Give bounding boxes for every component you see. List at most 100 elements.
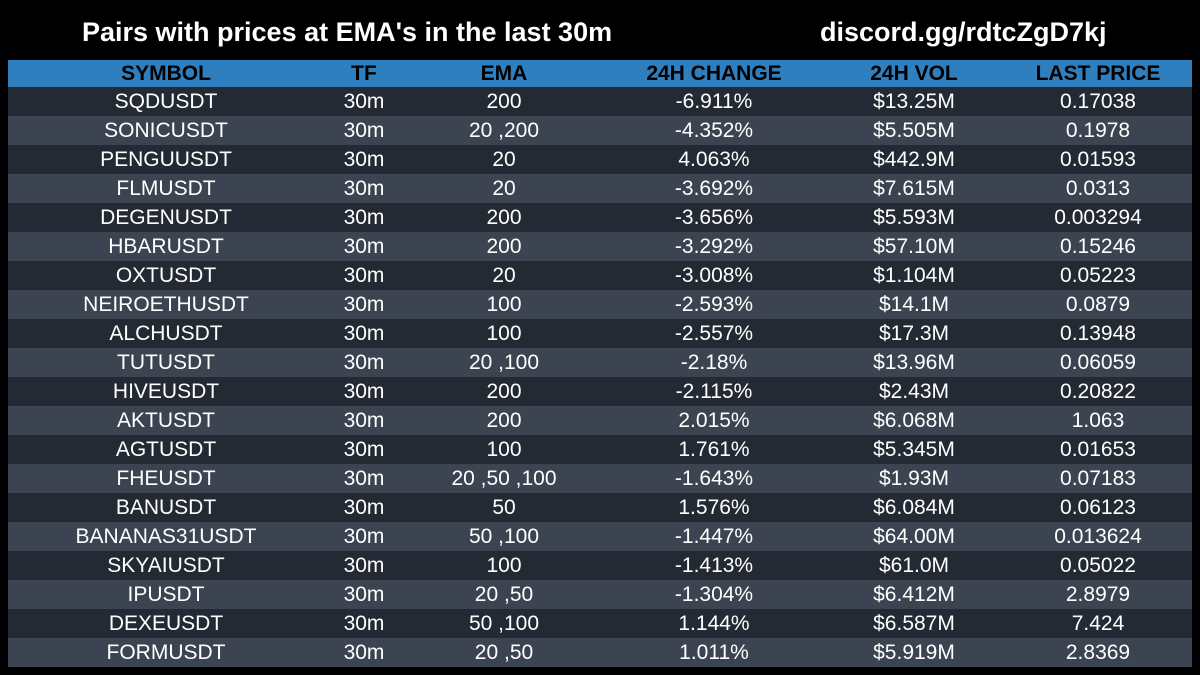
ema-cell: 200 xyxy=(486,409,522,432)
tf-cell: 30m xyxy=(343,438,385,461)
symbol-cell: AGTUSDT xyxy=(115,438,217,461)
table-body: SQDUSDT 30m 200 -6.911% $13.25M 0.17038 SONICU… xyxy=(8,87,1192,667)
ema-cell: 20 ,200 xyxy=(468,119,540,142)
symbol-cell: TUTUSDT xyxy=(117,351,215,374)
page-header: Pairs with prices at EMA's in the last 3… xyxy=(0,0,1200,60)
ema-cell: 200 xyxy=(486,235,522,258)
table-row[interactable]: IPUSDT 30m 20 ,50 -1.304% $6.412M 2.8979 xyxy=(8,580,1192,609)
volume-cell: $13.96M xyxy=(873,351,955,374)
tf-cell: 30m xyxy=(343,293,385,316)
change-cell: -3.656% xyxy=(674,206,754,229)
symbol-cell: FORMUSDT xyxy=(106,641,226,664)
price-cell: 0.0879 xyxy=(1065,293,1131,316)
change-cell: 1.761% xyxy=(678,438,750,461)
volume-cell: $5.593M xyxy=(873,206,955,229)
symbol-cell: DEXEUSDT xyxy=(108,612,224,635)
table-row[interactable]: FORMUSDT 30m 20 ,50 1.011% $5.919M 2.8369 xyxy=(8,638,1192,667)
ema-cell: 20 ,50 ,100 xyxy=(451,467,557,490)
tf-cell: 30m xyxy=(343,409,385,432)
change-cell: -2.18% xyxy=(680,351,748,374)
volume-cell: $13.25M xyxy=(873,90,955,113)
table-row[interactable]: SONICUSDT 30m 20 ,200 -4.352% $5.505M 0.1978 xyxy=(8,116,1192,145)
volume-cell: $5.919M xyxy=(873,641,955,664)
price-cell: 0.01593 xyxy=(1060,148,1136,171)
tf-cell: 30m xyxy=(343,264,385,287)
table-row[interactable]: SKYAIUSDT 30m 100 -1.413% $61.0M 0.05022 xyxy=(8,551,1192,580)
ema-cell: 200 xyxy=(486,380,522,403)
volume-cell: $6.084M xyxy=(873,496,955,519)
table-row[interactable]: NEIROETHUSDT 30m 100 -2.593% $14.1M 0.0879 xyxy=(8,290,1192,319)
tf-cell: 30m xyxy=(343,554,385,577)
symbol-cell: DEGENUSDT xyxy=(100,206,232,229)
tf-cell: 30m xyxy=(343,351,385,374)
page-title: Pairs with prices at EMA's in the last 3… xyxy=(82,17,613,47)
ema-cell: 50 xyxy=(492,496,516,519)
change-cell: -2.115% xyxy=(675,380,753,403)
table-row[interactable]: SQDUSDT 30m 200 -6.911% $13.25M 0.17038 xyxy=(8,87,1192,116)
table-row[interactable]: HIVEUSDT 30m 200 -2.115% $2.43M 0.20822 xyxy=(8,377,1192,406)
table-row[interactable]: AGTUSDT 30m 100 1.761% $5.345M 0.01653 xyxy=(8,435,1192,464)
volume-cell: $2.43M xyxy=(878,380,950,403)
column-header-ema[interactable]: EMA xyxy=(480,62,528,85)
change-cell: -1.643% xyxy=(674,467,754,490)
table-row[interactable]: FHEUSDT 30m 20 ,50 ,100 -1.643% $1.93M 0.0718… xyxy=(8,464,1192,493)
table-row[interactable]: BANANAS31USDT 30m 50 ,100 -1.447% $64.00M 0.0… xyxy=(8,522,1192,551)
change-cell: -6.911% xyxy=(675,90,753,113)
volume-cell: $6.068M xyxy=(873,409,955,432)
ema-cell: 20 xyxy=(492,264,516,287)
table-row[interactable]: BANUSDT 30m 50 1.576% $6.084M 0.06123 xyxy=(8,493,1192,522)
ema-cell: 50 ,100 xyxy=(468,525,540,548)
column-header-last-price[interactable]: LAST PRICE xyxy=(1035,62,1161,85)
ema-cell: 20 xyxy=(492,177,516,200)
volume-cell: $5.505M xyxy=(873,119,955,142)
table-row[interactable]: HBARUSDT 30m 200 -3.292% $57.10M 0.15246 xyxy=(8,232,1192,261)
volume-cell: $61.0M xyxy=(878,554,950,577)
table-row[interactable]: ALCHUSDT 30m 100 -2.557% $17.3M 0.13948 xyxy=(8,319,1192,348)
price-cell: 0.003294 xyxy=(1054,206,1142,229)
symbol-cell: NEIROETHUSDT xyxy=(83,293,249,316)
symbol-cell: SONICUSDT xyxy=(104,119,228,142)
volume-cell: $64.00M xyxy=(873,525,955,548)
discord-invite-link[interactable]: discord.gg/rdtcZgD7kj xyxy=(820,17,1107,47)
price-cell: 0.20822 xyxy=(1060,380,1136,403)
table-row[interactable]: FLMUSDT 30m 20 -3.692% $7.615M 0.0313 xyxy=(8,174,1192,203)
tf-cell: 30m xyxy=(343,148,385,171)
symbol-cell: SQDUSDT xyxy=(114,90,218,113)
tf-cell: 30m xyxy=(343,119,385,142)
volume-cell: $6.587M xyxy=(873,612,955,635)
change-cell: -1.304% xyxy=(674,583,754,606)
table-row[interactable]: PENGUUSDT 30m 20 4.063% $442.9M 0.01593 xyxy=(8,145,1192,174)
ema-cell: 100 xyxy=(486,554,522,577)
change-cell: -1.447% xyxy=(674,525,754,548)
price-cell: 0.01653 xyxy=(1060,438,1136,461)
change-cell: 4.063% xyxy=(678,148,750,171)
symbol-cell: HBARUSDT xyxy=(108,235,224,258)
price-cell: 2.8369 xyxy=(1065,641,1131,664)
change-cell: -3.292% xyxy=(674,235,754,258)
table-row[interactable]: DEGENUSDT 30m 200 -3.656% $5.593M 0.003294 xyxy=(8,203,1192,232)
tf-cell: 30m xyxy=(343,206,385,229)
tf-cell: 30m xyxy=(343,496,385,519)
column-header-symbol[interactable]: SYMBOL xyxy=(121,62,211,85)
column-header-24h-vol[interactable]: 24H VOL xyxy=(870,62,958,85)
price-cell: 0.17038 xyxy=(1060,90,1136,113)
price-cell: 7.424 xyxy=(1071,612,1125,635)
pairs-table: SYMBOL TF EMA 24H CHANGE 24H VOL LAST PR… xyxy=(8,60,1192,667)
ema-cell: 100 xyxy=(486,293,522,316)
table-row[interactable]: DEXEUSDT 30m 50 ,100 1.144% $6.587M 7.424 xyxy=(8,609,1192,638)
tf-cell: 30m xyxy=(343,525,385,548)
table-row[interactable]: AKTUSDT 30m 200 2.015% $6.068M 1.063 xyxy=(8,406,1192,435)
symbol-cell: AKTUSDT xyxy=(116,409,215,432)
volume-cell: $6.412M xyxy=(873,583,955,606)
ema-cell: 20 ,50 xyxy=(474,641,534,664)
volume-cell: $5.345M xyxy=(873,438,955,461)
column-header-24h-change[interactable]: 24H CHANGE xyxy=(646,62,782,85)
table-row[interactable]: OXTUSDT 30m 20 -3.008% $1.104M 0.05223 xyxy=(8,261,1192,290)
symbol-cell: BANANAS31USDT xyxy=(75,525,257,548)
volume-cell: $14.1M xyxy=(878,293,950,316)
ema-cell: 20 ,100 xyxy=(468,351,540,374)
change-cell: -1.413% xyxy=(674,554,754,577)
column-header-tf[interactable]: TF xyxy=(351,62,377,85)
price-cell: 0.07183 xyxy=(1060,467,1136,490)
table-row[interactable]: TUTUSDT 30m 20 ,100 -2.18% $13.96M 0.06059 xyxy=(8,348,1192,377)
